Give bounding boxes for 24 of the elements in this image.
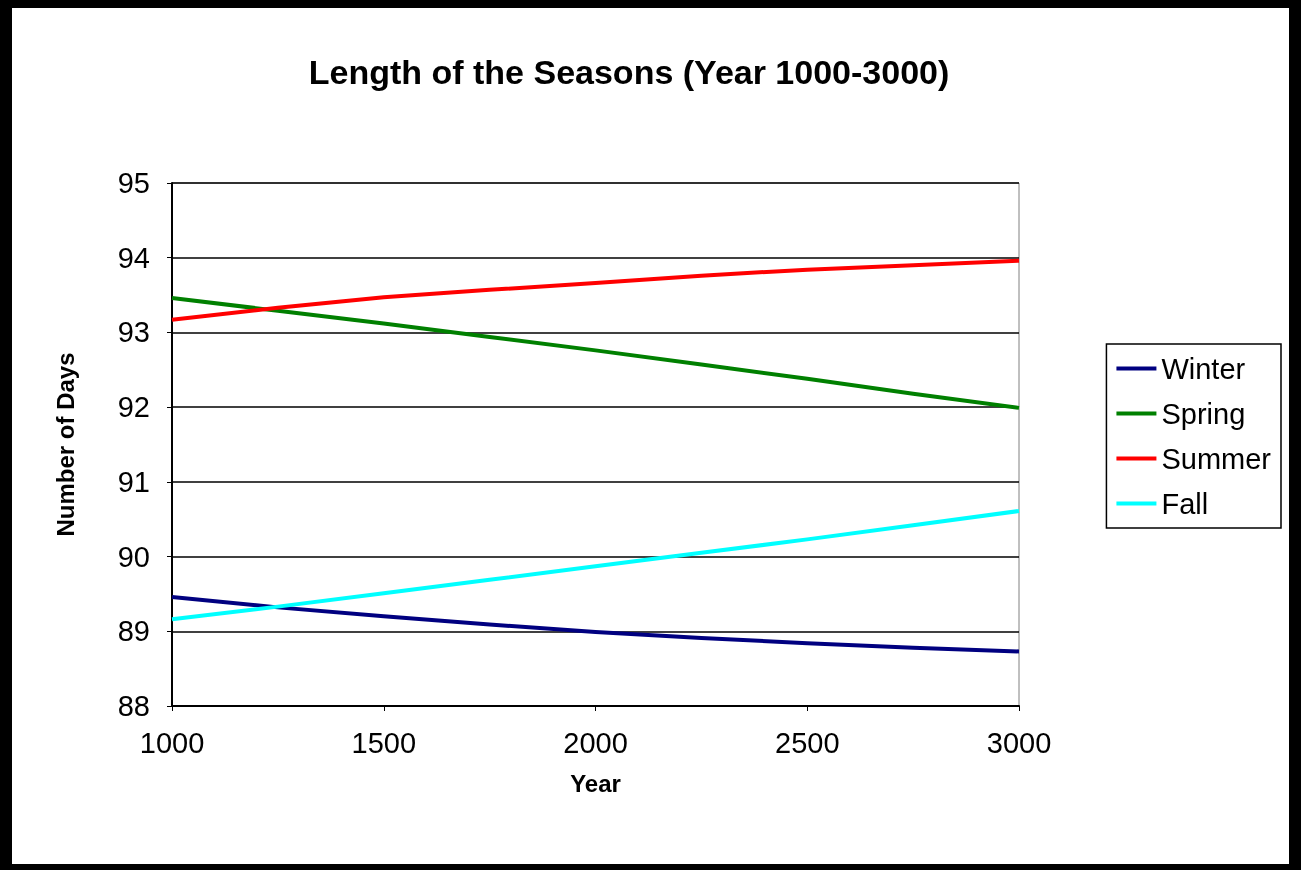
line-series <box>170 296 1021 410</box>
y-tick-label: 88 <box>117 690 150 722</box>
y-tick-label: 90 <box>117 540 150 573</box>
y-tick-label: 91 <box>117 465 150 498</box>
legend-label: Spring <box>1161 397 1246 430</box>
chart-title: Length of the Seasons (Year 1000-3000) <box>308 53 950 91</box>
legend-label: Fall <box>1161 487 1209 520</box>
x-tick-label: 2500 <box>774 726 840 759</box>
legend-label: Summer <box>1161 442 1272 475</box>
y-tick-label: 95 <box>117 167 150 199</box>
x-tick-label: 2000 <box>563 726 628 759</box>
line-series <box>170 509 1021 622</box>
line-series <box>170 258 1021 322</box>
x-axis-title: Year <box>570 769 621 797</box>
legend-label: Winter <box>1161 352 1246 385</box>
y-axis-title: Number of Days <box>51 352 79 537</box>
y-tick-label: 92 <box>117 391 150 424</box>
x-tick-label: 1000 <box>139 726 205 759</box>
x-tick-label: 3000 <box>986 726 1052 759</box>
y-tick-label: 93 <box>117 316 150 349</box>
y-tick-label: 89 <box>117 615 150 648</box>
line-series <box>170 594 1021 654</box>
x-tick-label: 1500 <box>351 726 417 759</box>
y-tick-label: 94 <box>117 241 150 274</box>
